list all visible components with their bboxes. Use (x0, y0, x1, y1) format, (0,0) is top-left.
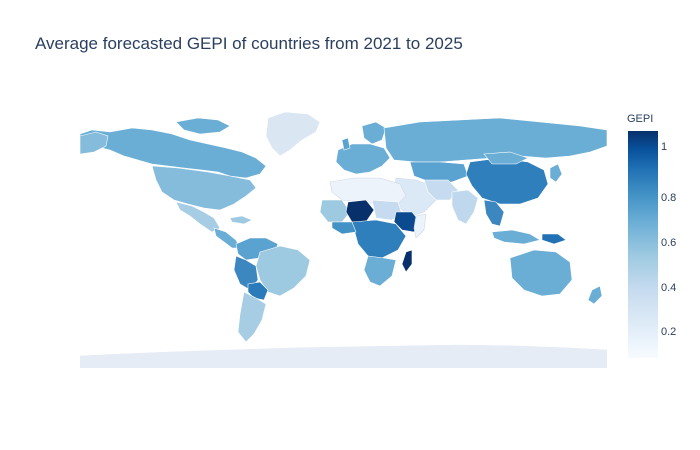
region-new-zealand[interactable] (587, 285, 603, 305)
region-central-america[interactable] (213, 227, 241, 249)
region-southeast-asia[interactable] (483, 199, 505, 227)
colorbar-gradient (628, 131, 658, 358)
region-southern-africa[interactable] (363, 255, 397, 287)
region-arctic-islands[interactable] (175, 117, 231, 135)
region-ethiopia[interactable] (393, 211, 421, 233)
region-india[interactable] (451, 189, 479, 225)
region-west-africa[interactable] (319, 199, 351, 223)
colorbar (628, 131, 658, 358)
choropleth-svg[interactable] (80, 100, 607, 368)
region-niger-nigeria[interactable] (345, 199, 375, 223)
region-argentina-chile[interactable] (237, 291, 267, 343)
region-madagascar[interactable] (401, 249, 413, 273)
region-canada[interactable] (80, 127, 267, 179)
region-iran[interactable] (423, 179, 459, 201)
region-greenland[interactable] (265, 111, 321, 157)
region-brazil[interactable] (255, 245, 311, 297)
colorbar-tick-0-6: 0.6 (661, 237, 677, 249)
region-europe[interactable] (335, 143, 391, 175)
region-australia[interactable] (509, 249, 573, 297)
colorbar-tick-1: 1 (661, 141, 668, 153)
region-indonesia[interactable] (491, 229, 541, 245)
region-usa[interactable] (151, 165, 257, 211)
colorbar-tick-0-2: 0.2 (661, 326, 677, 338)
world-map[interactable] (80, 100, 607, 368)
region-uk[interactable] (341, 137, 351, 151)
colorbar-tick-0-8: 0.8 (661, 192, 677, 204)
region-alaska[interactable] (80, 131, 109, 155)
region-china[interactable] (465, 157, 549, 205)
region-gulf-guinea[interactable] (331, 221, 357, 235)
region-antarctica[interactable] (80, 344, 607, 368)
region-somalia[interactable] (413, 213, 427, 239)
colorbar-title: GEPI (627, 113, 654, 125)
region-scandinavia[interactable] (361, 121, 387, 145)
chart-title: Average forecasted GEPI of countries fro… (35, 34, 463, 53)
region-caribbean[interactable] (229, 215, 253, 225)
region-central-africa[interactable] (351, 219, 407, 259)
region-mongolia[interactable] (483, 151, 529, 165)
region-papua[interactable] (541, 233, 567, 245)
region-japan[interactable] (549, 163, 563, 183)
region-bolivia[interactable] (247, 281, 269, 301)
region-central-asia[interactable] (409, 161, 469, 183)
colorbar-tick-0-4: 0.4 (661, 282, 677, 294)
